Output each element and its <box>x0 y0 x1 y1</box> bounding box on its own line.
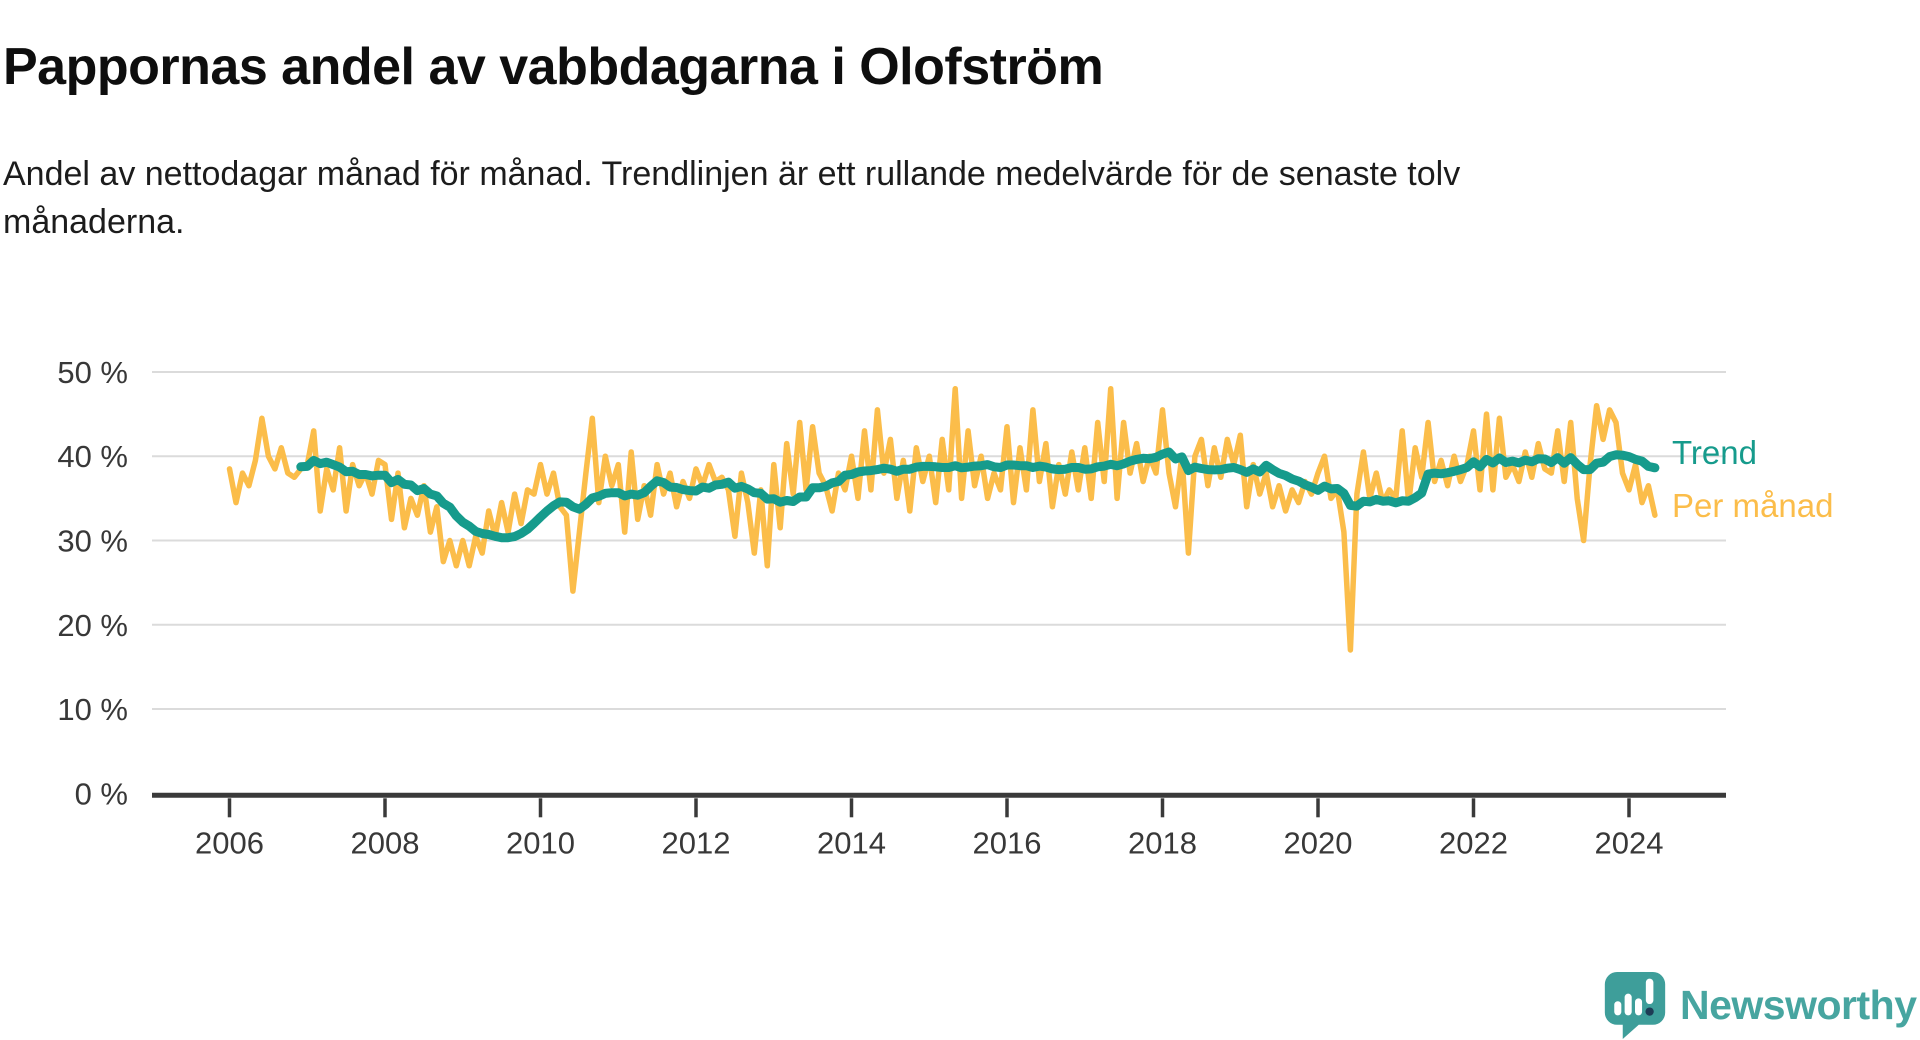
y-tick-label: 50 % <box>57 355 128 390</box>
y-tick-label: 30 % <box>57 523 128 558</box>
newsworthy-logo-text: Newsworthy <box>1680 981 1917 1028</box>
per-manad-line <box>226 386 1658 653</box>
y-tick-label: 0 % <box>75 776 128 811</box>
x-tick-label: 2012 <box>662 825 731 860</box>
x-tick-label: 2022 <box>1439 825 1508 860</box>
x-tick-label: 2006 <box>195 825 264 860</box>
x-tick-label: 2024 <box>1595 825 1664 860</box>
x-tick-label: 2010 <box>506 825 575 860</box>
newsworthy-logo: Newsworthy <box>1602 970 1917 1040</box>
x-tick-label: 2014 <box>817 825 886 860</box>
page-title: Pappornas andel av vabbdagarna i Olofstr… <box>3 37 1104 96</box>
y-tick-label: 40 % <box>57 439 128 474</box>
newsworthy-logo-icon <box>1604 972 1666 1039</box>
trend-series-label: Trend <box>1672 434 1757 471</box>
monthly-series-label: Per månad <box>1672 487 1834 524</box>
x-tick-label: 2020 <box>1284 825 1353 860</box>
y-tick-label: 20 % <box>57 608 128 643</box>
trend-line <box>296 447 1660 543</box>
x-tick-label: 2016 <box>973 825 1042 860</box>
y-tick-label: 10 % <box>57 692 128 727</box>
x-tick-label: 2008 <box>351 825 420 860</box>
x-tick-label: 2018 <box>1128 825 1197 860</box>
chart-subtitle: Andel av nettodagar månad för månad. Tre… <box>3 155 1461 242</box>
